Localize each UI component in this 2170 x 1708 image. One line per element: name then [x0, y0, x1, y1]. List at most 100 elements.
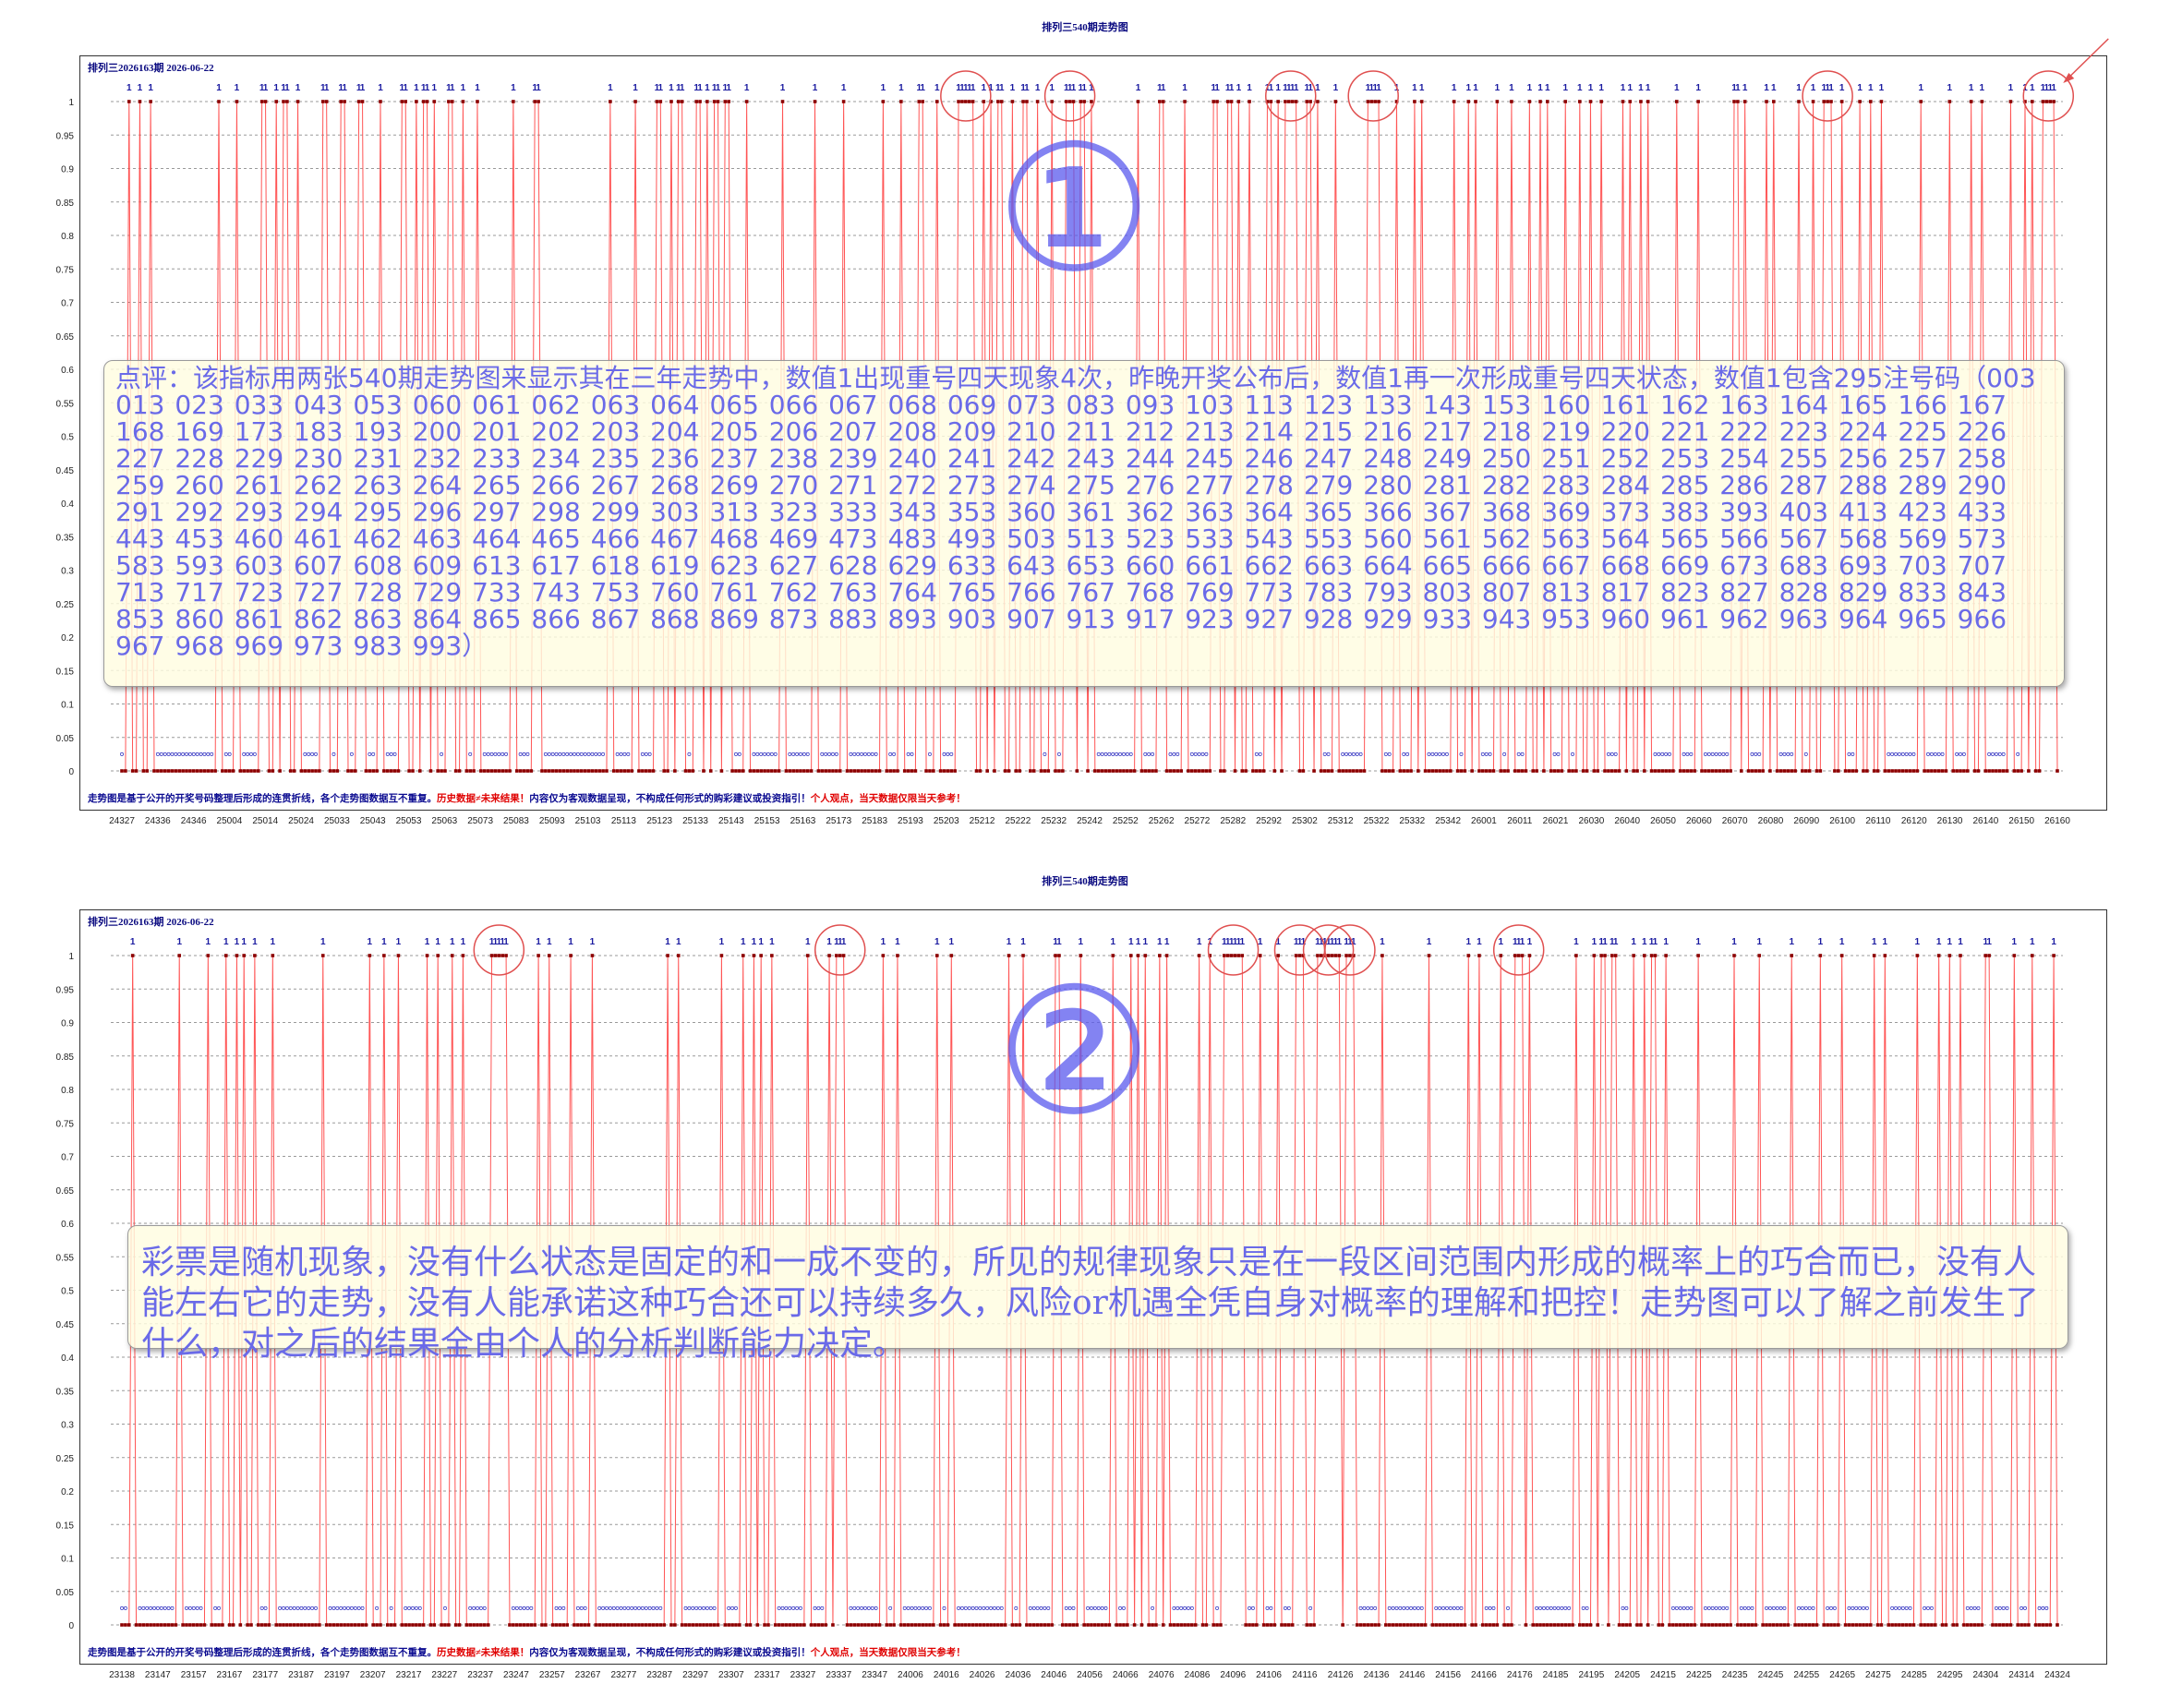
zero-marker — [1491, 1606, 1496, 1610]
hit-label: 1 — [1366, 83, 1371, 93]
zero-marker — [816, 1606, 821, 1610]
data-point — [525, 769, 530, 773]
data-point — [1187, 1623, 1190, 1627]
data-point — [1261, 769, 1266, 773]
zero-marker — [1969, 1606, 1973, 1610]
data-point — [1459, 769, 1464, 773]
zero-marker — [1807, 1606, 1812, 1610]
data-point — [447, 100, 451, 103]
zero-marker — [1706, 752, 1711, 756]
data-point — [314, 1623, 318, 1627]
data-point — [1603, 954, 1607, 957]
x-tick-label: 24096 — [1220, 1670, 1246, 1680]
data-point — [1290, 100, 1295, 103]
x-tick-label: 24275 — [1865, 1670, 1891, 1680]
zero-marker — [795, 752, 800, 756]
data-point — [407, 769, 411, 773]
data-point — [1664, 954, 1668, 957]
data-point — [1499, 769, 1503, 773]
zero-marker — [1994, 752, 1998, 756]
zero-marker — [1441, 1606, 1445, 1610]
data-point — [339, 1623, 344, 1627]
zero-marker — [910, 752, 914, 756]
data-point — [1704, 1623, 1707, 1627]
zero-marker — [655, 1606, 659, 1610]
zero-marker — [1797, 1606, 1801, 1610]
data-point — [1588, 1623, 1593, 1627]
data-point — [1488, 769, 1492, 773]
data-point — [738, 1623, 741, 1627]
zero-marker — [795, 1606, 800, 1610]
hit-label: 1 — [1771, 83, 1777, 93]
hit-label: 1 — [1613, 937, 1619, 947]
data-point — [1778, 769, 1783, 773]
footnote-text: 内容仅为客观数据呈现，不构成任何形式的购彩建议或投资指引！ — [529, 1648, 811, 1658]
data-point — [1682, 1623, 1686, 1627]
hit-label: 1 — [1290, 83, 1296, 93]
data-point — [978, 1623, 983, 1627]
data-point — [1394, 1623, 1399, 1627]
hit-label: 1 — [1315, 83, 1320, 93]
data-point — [691, 1623, 695, 1627]
data-point — [1875, 769, 1880, 773]
zero-marker — [343, 1606, 347, 1610]
zero-marker — [626, 752, 631, 756]
data-point — [1933, 1623, 1937, 1627]
zero-marker — [1103, 752, 1108, 756]
data-point — [500, 769, 505, 773]
zero-marker — [314, 752, 318, 756]
data-point — [522, 769, 526, 773]
x-tick-label: 25252 — [1113, 816, 1139, 826]
data-point — [1786, 769, 1790, 773]
data-point — [609, 100, 612, 103]
data-point — [1516, 769, 1521, 773]
data-point — [841, 100, 846, 103]
hit-label: 1 — [342, 83, 347, 93]
hit-label: 1 — [532, 83, 537, 93]
data-point — [1657, 769, 1661, 773]
data-point — [288, 769, 293, 773]
x-tick-label: 25272 — [1185, 816, 1211, 826]
data-point — [1574, 954, 1578, 957]
x-tick-label: 26011 — [1507, 816, 1533, 826]
data-point — [1624, 1623, 1629, 1627]
x-tick-label: 25083 — [503, 816, 529, 826]
hit-label: 1 — [223, 937, 229, 947]
zero-marker — [1657, 752, 1661, 756]
data-point — [831, 769, 835, 773]
data-point — [1685, 1623, 1690, 1627]
hit-label: 1 — [1211, 83, 1216, 93]
data-point — [1449, 769, 1453, 773]
data-point — [1236, 954, 1241, 957]
data-point — [763, 1623, 766, 1627]
data-point — [210, 769, 214, 773]
data-point — [1746, 1623, 1751, 1627]
data-point — [353, 769, 357, 773]
hit-label: 1 — [633, 83, 638, 93]
zero-marker — [249, 752, 253, 756]
data-point — [1358, 1623, 1363, 1627]
data-point — [1689, 1623, 1694, 1627]
data-point — [1962, 769, 1966, 773]
data-point — [899, 100, 903, 103]
hit-label: 1 — [1161, 83, 1166, 93]
data-point — [698, 100, 702, 103]
x-tick-label: 25024 — [288, 816, 314, 826]
data-point — [346, 1623, 350, 1627]
data-point — [1417, 1623, 1420, 1627]
zero-marker — [687, 1606, 692, 1610]
zero-marker — [1484, 1606, 1489, 1610]
data-point — [2041, 1623, 2045, 1627]
zero-marker — [1750, 1606, 1754, 1610]
hit-label: 1 — [841, 937, 847, 947]
hit-label: 1 — [655, 83, 660, 93]
data-point — [622, 1623, 627, 1627]
data-point — [382, 954, 386, 957]
data-point — [573, 1623, 576, 1627]
data-point — [683, 1623, 688, 1627]
data-point — [231, 769, 235, 773]
hit-label: 1 — [1513, 937, 1518, 947]
x-tick-label: 23297 — [682, 1670, 708, 1680]
data-point — [1674, 1623, 1679, 1627]
hit-label: 1 — [1527, 83, 1533, 93]
